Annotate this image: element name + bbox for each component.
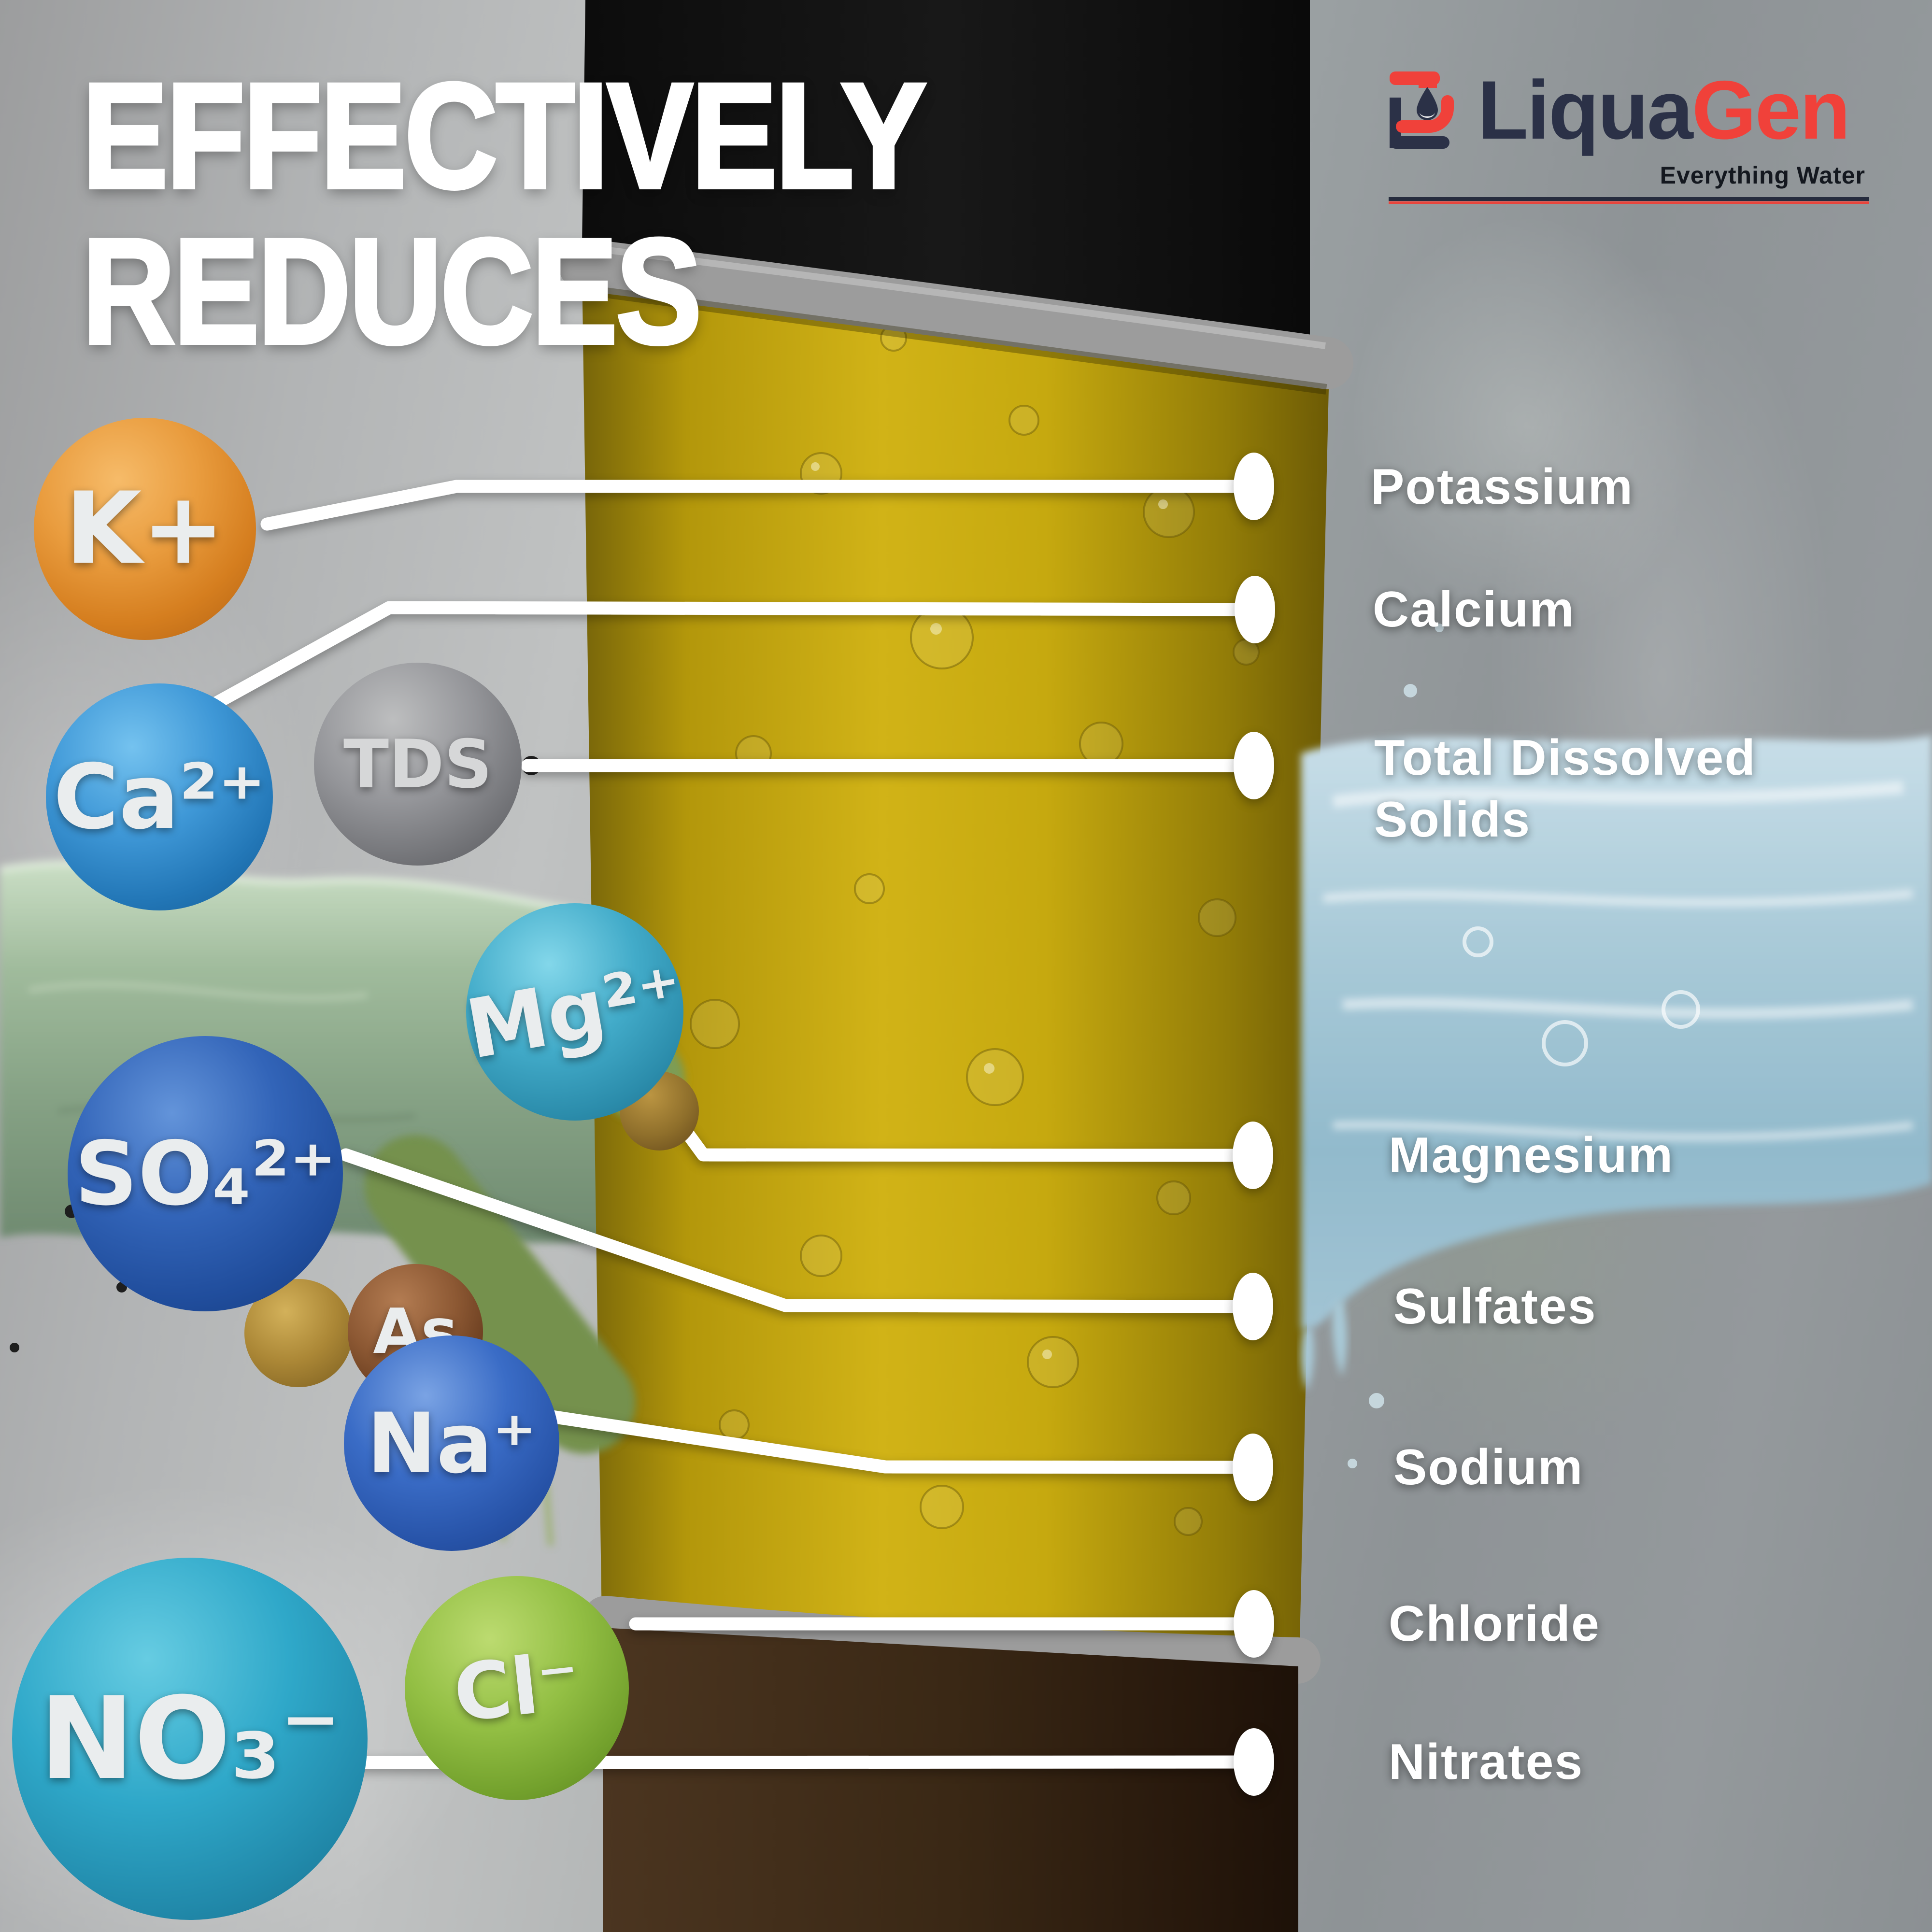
sodium-formula: Na⁺ (367, 1394, 537, 1492)
droplet-highlights (811, 462, 1168, 1359)
clean-water-splash (1301, 624, 1932, 1468)
magnesium-formula: Mg²⁺ (459, 946, 690, 1078)
calcium-formula: Ca²⁺ (53, 745, 266, 849)
sulfate-sphere: SO₄²⁺ (68, 1036, 343, 1311)
logo-divider (1389, 197, 1869, 204)
tds-sphere: TDS (314, 663, 522, 866)
callout-dots (1233, 453, 1275, 1796)
callout-line-sodium (539, 1409, 1257, 1474)
brand-name-primary: Liqua (1477, 64, 1693, 156)
callout-label-calcium: Calcium (1373, 582, 1575, 638)
sodium-sphere: Na⁺ (344, 1335, 559, 1551)
potassium-formula: K+ (65, 471, 225, 586)
potassium-sphere: K+ (34, 418, 256, 640)
chloride-formula: Cl⁻ (449, 1636, 584, 1740)
callout-label-magnesium: Magnesium (1389, 1127, 1674, 1183)
brand-tagline: Everything Water (1660, 162, 1865, 189)
filter-media-yellow (582, 270, 1329, 1662)
calcium-sphere: Ca²⁺ (46, 683, 273, 910)
title-line-1: EFFECTIVELY (81, 52, 928, 219)
callout-lines (209, 480, 1259, 1769)
tds-formula: TDS (343, 725, 493, 803)
brand-name-accent: Gen (1691, 64, 1851, 156)
callout-line-sulfates (339, 1148, 1257, 1313)
filter-base-brown (603, 1628, 1298, 1932)
filter-cap-black (582, 0, 1310, 338)
nitrate-formula: NO₃⁻ (39, 1673, 341, 1805)
callout-label-total-dissolved-solids: Total Dissolved Solids (1374, 730, 1756, 848)
magnesium-sphere: Mg²⁺ (460, 903, 690, 1121)
title-line-2: REDUCES (81, 207, 704, 375)
callout-label-chloride: Chloride (1389, 1596, 1600, 1652)
callout-label-sodium: Sodium (1393, 1439, 1584, 1495)
filter-top-ring (558, 239, 1353, 389)
brand-name: LiquaGen (1477, 69, 1850, 152)
page-title: EFFECTIVELY REDUCES (81, 52, 928, 375)
nitrate-sphere: NO₃⁻ (12, 1558, 368, 1920)
callout-dot (1234, 1590, 1274, 1658)
callout-label-sulfates: Sulfates (1393, 1279, 1597, 1335)
callout-dot (1235, 576, 1275, 643)
filter-cartridge (558, 0, 1353, 1932)
callout-label-potassium: Potassium (1371, 459, 1634, 515)
brand-logo: LiquaGen Everything Water (1389, 68, 1869, 204)
callout-line-calcium (209, 601, 1259, 710)
callout-line-potassium (260, 480, 1258, 531)
chloride-sphere: Cl⁻ (405, 1576, 629, 1800)
callout-label-nitrates: Nitrates (1389, 1734, 1584, 1790)
callout-dot (1233, 1122, 1273, 1189)
callout-dot (1233, 1273, 1273, 1340)
sulfate-formula: SO₄²⁺ (74, 1122, 336, 1225)
callout-dot (1234, 453, 1274, 520)
callout-dot (1234, 732, 1274, 799)
callout-dot (1234, 1728, 1274, 1796)
callout-dot (1233, 1434, 1273, 1501)
faucet-droplet-icon (1390, 71, 1454, 149)
